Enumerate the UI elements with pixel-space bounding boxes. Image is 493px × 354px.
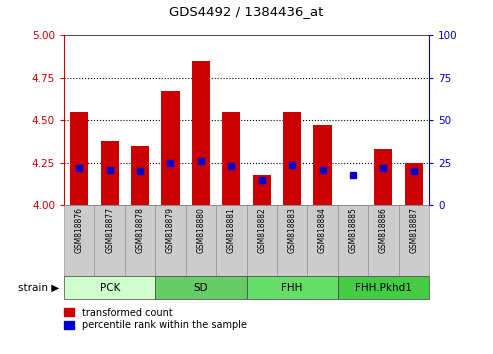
Text: GSM818886: GSM818886 [379,207,388,253]
Text: strain ▶: strain ▶ [18,282,59,293]
Text: GDS4492 / 1384436_at: GDS4492 / 1384436_at [169,5,324,18]
Bar [368,205,398,276]
Text: GSM818882: GSM818882 [257,207,266,253]
Text: FHH: FHH [282,282,303,293]
Text: GSM818883: GSM818883 [287,207,297,253]
Bar [216,205,246,276]
Bar [192,61,210,205]
Text: GSM818884: GSM818884 [318,207,327,253]
Text: FHH.Pkhd1: FHH.Pkhd1 [355,282,412,293]
Bar [277,205,307,276]
Bar [155,276,246,299]
Bar [283,112,301,205]
Bar [374,149,392,205]
Bar [314,125,332,205]
Text: PCK: PCK [100,282,120,293]
Bar [222,112,241,205]
Bar [70,112,88,205]
Bar [155,205,186,276]
Text: GSM818877: GSM818877 [105,207,114,253]
Bar [307,205,338,276]
Bar [125,205,155,276]
Text: GSM818880: GSM818880 [196,207,206,253]
Bar [186,205,216,276]
Text: GSM818878: GSM818878 [136,207,144,253]
Text: GSM818881: GSM818881 [227,207,236,253]
Bar [338,276,429,299]
Text: SD: SD [194,282,208,293]
Text: GSM818885: GSM818885 [349,207,357,253]
Text: GSM818879: GSM818879 [166,207,175,253]
Text: GSM818887: GSM818887 [409,207,418,253]
Bar [398,205,429,276]
Bar [64,205,95,276]
Bar [252,175,271,205]
Bar [405,163,423,205]
Bar [64,276,155,299]
Bar [101,141,119,205]
Legend: transformed count, percentile rank within the sample: transformed count, percentile rank withi… [64,308,246,330]
Bar [246,276,338,299]
Text: GSM818876: GSM818876 [75,207,84,253]
Bar [131,146,149,205]
Bar [338,205,368,276]
Bar [161,91,179,205]
Bar [246,205,277,276]
Bar [95,205,125,276]
